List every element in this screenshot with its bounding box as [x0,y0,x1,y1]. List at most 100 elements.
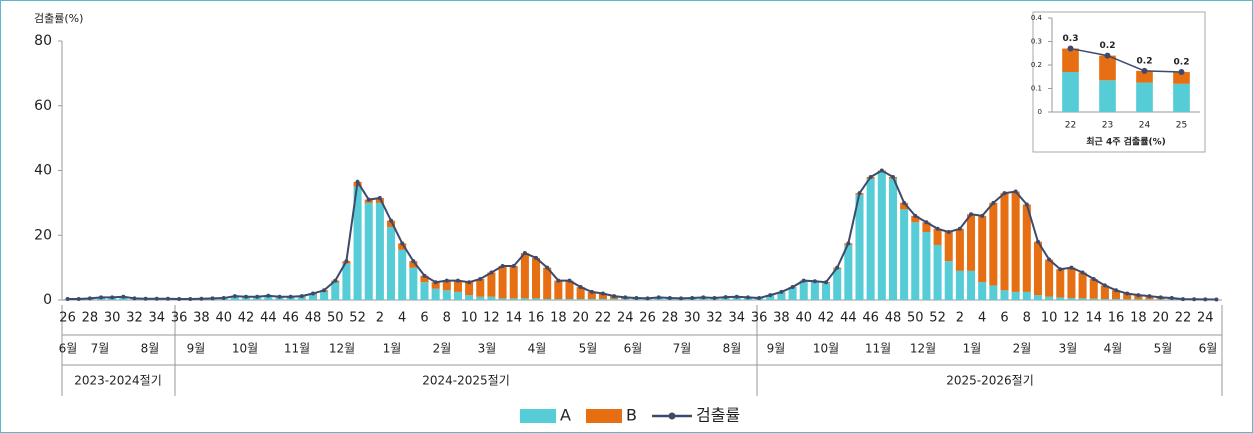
x-tick-label: 38 [193,311,210,326]
line-marker [969,212,974,217]
line-marker [266,293,271,298]
bar [922,232,931,300]
line-marker [534,255,539,260]
line-marker [957,226,962,231]
month-label: 3월 [1059,342,1078,356]
legend-label: B [626,406,637,425]
line-marker [99,295,104,300]
bar [833,268,842,300]
line-marker [734,294,739,299]
bar [387,227,396,300]
line-marker [1178,69,1185,76]
bar [442,290,451,300]
bar [844,244,853,300]
line-marker [1147,294,1152,299]
bar [1173,83,1190,112]
bar [1173,72,1190,84]
bar [1033,295,1042,300]
x-tick-label: 20 [1152,311,1169,326]
bar [955,228,964,271]
bar [1067,298,1076,300]
bar [420,275,429,283]
y-tick-label: 0.1 [1031,85,1042,93]
line-marker [846,241,851,246]
bar [1136,70,1153,83]
line-marker [667,296,672,301]
y-tick-label: 0 [43,292,52,308]
x-tick-label: 22 [1175,311,1192,326]
line-marker [400,241,405,246]
x-tick-label: 10 [1041,311,1058,326]
x-tick-label: 50 [327,311,344,326]
bar [989,202,998,286]
bar [409,267,418,300]
line-marker [366,197,371,202]
bar [598,299,607,300]
line-marker [422,273,427,278]
line-marker [1080,270,1085,275]
month-label: 4월 [1104,342,1123,356]
bar [532,257,541,299]
x-tick-label: 36 [171,311,188,326]
x-tick-label: 24 [1197,311,1214,326]
bar [1099,80,1116,112]
line-marker [132,296,137,301]
month-label: 12월 [910,342,936,356]
line-marker [1102,283,1107,288]
month-label: 2월 [1013,342,1032,356]
line-marker [857,191,862,196]
line-marker [980,213,985,218]
bar [911,222,920,300]
x-tick-label: 20 [572,311,589,326]
month-label: 5월 [1154,342,1173,356]
x-tick-label: 42 [818,311,835,326]
line-marker [790,285,795,290]
bar [610,299,619,300]
bar [810,282,819,300]
x-tick-label: 40 [795,311,812,326]
bar [364,202,373,300]
bar [264,296,273,300]
line-marker [344,259,349,264]
x-tick-label: 18 [1130,311,1147,326]
x-tick-label: 28 [82,311,99,326]
x-tick-label: 6 [420,311,428,326]
bar [576,287,585,300]
month-label: 6월 [624,342,643,356]
line-marker [143,296,148,301]
line-marker [712,296,717,301]
x-tick-label: 46 [282,311,299,326]
x-tick-label: 32 [706,311,723,326]
bar [487,296,496,300]
value-label: 0.2 [1100,41,1116,51]
line-marker [255,294,260,299]
x-tick-label: 36 [751,311,768,326]
x-tick-label: 48 [885,311,902,326]
bar [587,299,596,300]
x-tick-label: 26 [59,311,76,326]
month-label: 6월 [59,342,78,356]
x-tick-label: 6 [1000,311,1008,326]
line-marker [333,278,338,283]
line-marker [612,294,617,299]
line-marker [935,226,940,231]
bar [933,244,942,300]
line-marker [288,294,293,299]
line-marker [1214,297,1219,302]
bar [1089,278,1098,299]
month-label: 12월 [329,342,355,356]
y-tick-label: 60 [34,98,52,114]
bar [1000,193,1009,291]
bar [1123,293,1132,300]
line-marker [812,279,817,284]
month-label: 1월 [963,342,982,356]
month-label: 8월 [141,342,160,356]
bar [520,253,529,299]
line-marker [121,294,126,299]
value-label: 0.3 [1063,34,1079,44]
season-label: 2025-2026절기 [946,374,1034,388]
x-tick-label: 10 [461,311,478,326]
bar [543,299,552,300]
line-marker [946,230,951,235]
bar [799,281,808,300]
